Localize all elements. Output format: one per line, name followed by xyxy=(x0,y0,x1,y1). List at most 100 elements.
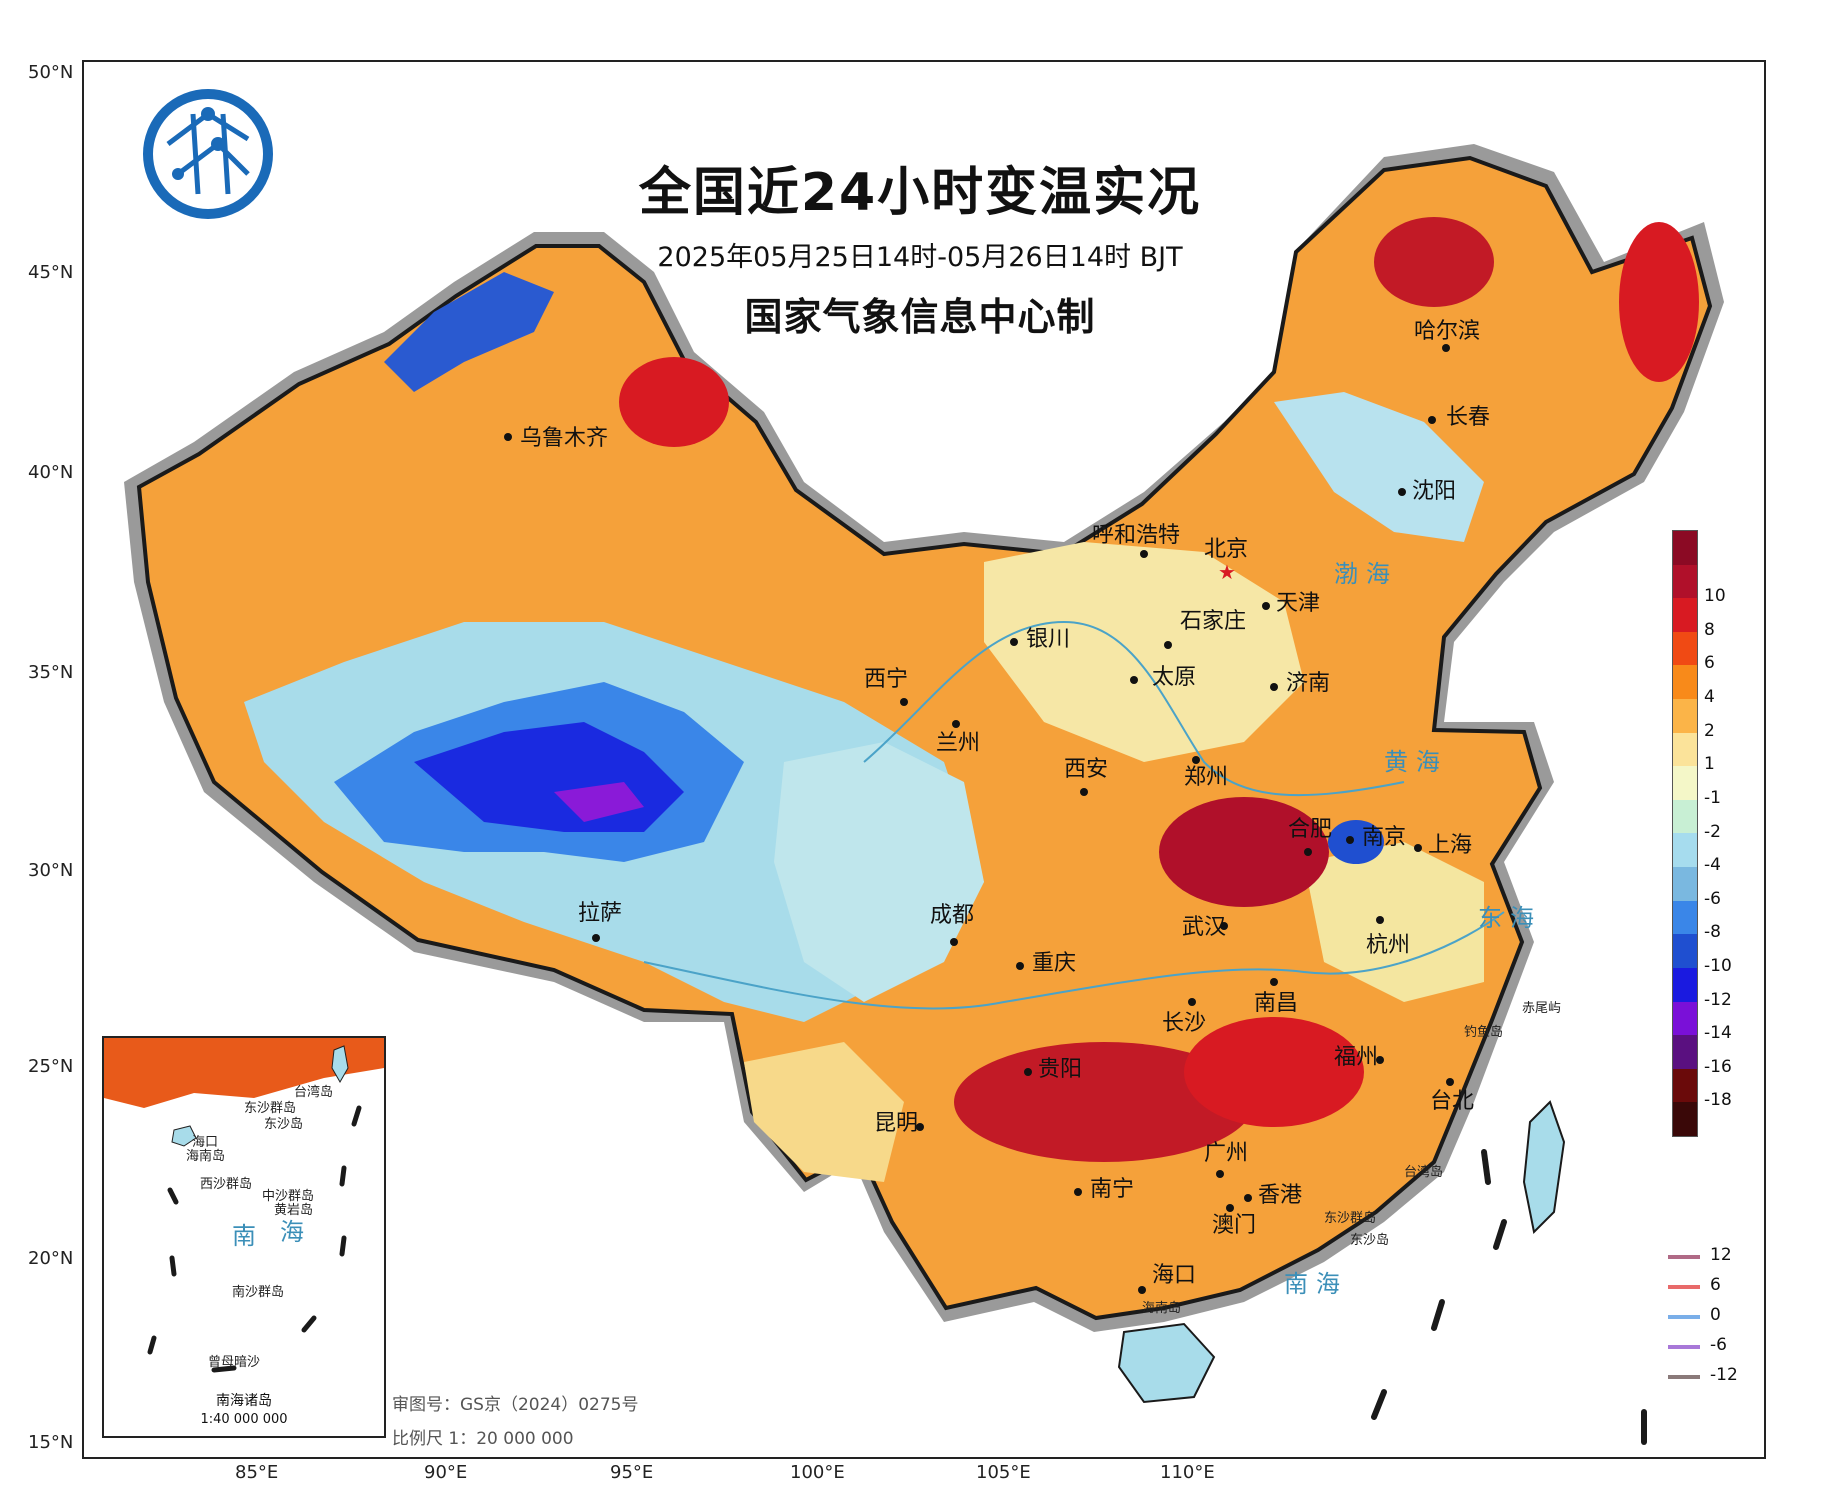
city-marker-hongkong: 香港 xyxy=(1244,1183,1302,1208)
city-label-lhasa: 拉萨 xyxy=(578,901,622,926)
northeast-cool-zone xyxy=(1274,392,1484,542)
city-marker-nanning: 南宁 xyxy=(1074,1177,1134,1202)
heilongjiang-hotspot xyxy=(1374,217,1494,307)
heilongjiang-east-hotspot xyxy=(1619,222,1699,382)
city-label-hohhot: 呼和浩特 xyxy=(1092,523,1180,548)
colorbar-tick-label: 8 xyxy=(1704,619,1715,640)
city-marker-xian: 西安 xyxy=(1064,757,1108,796)
city-label-wuhan: 武汉 xyxy=(1182,915,1226,940)
sea-label-nanhai: 南海 xyxy=(1284,1270,1348,1298)
sea-label-huanghai: 黄海 xyxy=(1384,748,1448,776)
inset-label-huangyan: 黄岩岛 xyxy=(274,1202,313,1218)
city-marker-jinan: 济南 xyxy=(1270,671,1330,696)
sea-label-bohai-1: 渤海 xyxy=(1334,560,1398,588)
city-label-fuzhou: 福州 xyxy=(1334,1045,1378,1070)
city-marker-yinchuan: 银川 xyxy=(1010,627,1070,652)
city-marker-fuzhou: 福州 xyxy=(1334,1045,1384,1070)
contour-swatch xyxy=(1668,1285,1700,1289)
colorbar-tick-label: -1 xyxy=(1704,787,1721,808)
city-label-taiyuan: 太原 xyxy=(1152,665,1196,690)
city-label-chongqing: 重庆 xyxy=(1032,951,1076,976)
lon-label-95: 95°E xyxy=(610,1462,654,1483)
inset-label-taiwan: 台湾岛 xyxy=(294,1084,333,1100)
colorbar-segment xyxy=(1673,1102,1697,1136)
inset-label-nansha: 南沙群岛 xyxy=(232,1284,284,1300)
city-label-changchun: 长春 xyxy=(1446,405,1490,430)
colorbar-tick-label: -10 xyxy=(1704,955,1732,976)
jianghuai-light-zone xyxy=(1304,842,1484,1002)
city-label-tianjin: 天津 xyxy=(1276,591,1320,616)
inset-label-dongsha-qundao: 东沙群岛 xyxy=(244,1100,296,1116)
cma-logo-icon xyxy=(143,89,273,219)
colorbar-segment xyxy=(1673,598,1697,632)
city-marker-macau: 澳门 xyxy=(1212,1204,1256,1238)
colorbar-tick-label: -16 xyxy=(1704,1056,1732,1077)
city-label-xian: 西安 xyxy=(1064,757,1108,782)
city-marker-zhengzhou: 郑州 xyxy=(1184,756,1228,790)
colorbar-labels: 10 8 6 4 2 1 -1 -2 -4 -6 -8 -10 -12 -14 -16 -18 xyxy=(1704,530,1764,1135)
city-marker-changchun: 长春 xyxy=(1428,405,1490,430)
inset-label-hai: 海 xyxy=(280,1218,312,1246)
map-title: 全国近24小时变温实况 xyxy=(638,163,1202,223)
xinjiang-hotspot xyxy=(619,357,729,447)
city-marker-urumqi: 乌鲁木齐 xyxy=(504,426,608,451)
lon-label-110: 110°E xyxy=(1160,1462,1215,1483)
contour-legend-label: 6 xyxy=(1710,1275,1721,1295)
inset-label-zhongsha: 中沙群岛 xyxy=(262,1188,314,1204)
city-marker-guiyang: 贵阳 xyxy=(1024,1057,1082,1082)
city-label-changsha: 长沙 xyxy=(1162,1011,1206,1036)
contour-swatch xyxy=(1668,1255,1700,1259)
colorbar-tick-label: -2 xyxy=(1704,821,1721,842)
contour-legend-row: 0 xyxy=(1668,1305,1778,1327)
city-label-macau: 澳门 xyxy=(1212,1213,1256,1238)
colorbar-tick-label: -6 xyxy=(1704,888,1721,909)
city-marker-hangzhou: 杭州 xyxy=(1366,916,1410,958)
city-marker-harbin: 哈尔滨 xyxy=(1414,319,1480,352)
city-marker-kunming: 昆明 xyxy=(874,1111,924,1136)
lat-label-35: 35°N xyxy=(28,662,74,683)
colorbar-segment xyxy=(1673,867,1697,901)
city-marker-chengdu: 成都 xyxy=(930,903,974,946)
city-marker-hohhot: 呼和浩特 xyxy=(1092,523,1180,558)
contour-legend-row: -6 xyxy=(1668,1335,1778,1357)
city-label-nanning: 南宁 xyxy=(1090,1177,1134,1202)
colorbar-tick-label: 10 xyxy=(1704,586,1726,607)
approval-number: 审图号：GS京（2024）0275号 xyxy=(392,1395,639,1415)
city-label-hangzhou: 杭州 xyxy=(1366,933,1410,958)
yunnan-light-zone xyxy=(744,1042,904,1182)
colorbar-segment xyxy=(1673,699,1697,733)
city-label-kunming: 昆明 xyxy=(874,1111,918,1136)
hainan-island xyxy=(1117,1322,1216,1404)
city-marker-nanjing: 南京 xyxy=(1346,825,1406,850)
inset-taiwan xyxy=(331,1045,349,1084)
north-china-light-zone xyxy=(984,542,1304,762)
city-label-shenyang: 沈阳 xyxy=(1412,479,1456,504)
colorbar-tick-label: -14 xyxy=(1704,1023,1732,1044)
city-label-zhengzhou: 郑州 xyxy=(1184,765,1228,790)
sichuan-cool-zone xyxy=(774,742,984,1002)
colorbar-tick-label: 4 xyxy=(1704,687,1715,708)
title-block: 全国近24小时变温实况 2025年05月25日14时-05月26日14时 BJT… xyxy=(600,150,1240,341)
inset-title: 南海诸岛 xyxy=(216,1393,272,1409)
contour-legend-label: -12 xyxy=(1710,1365,1738,1385)
colorbar-segment xyxy=(1673,967,1697,1002)
city-marker-changsha: 长沙 xyxy=(1162,998,1206,1036)
colorbar-tick-label: -18 xyxy=(1704,1090,1732,1111)
city-marker-taiyuan: 太原 xyxy=(1130,665,1196,690)
xinjiang-blue-north xyxy=(384,272,554,392)
colorbar-segment xyxy=(1673,631,1697,666)
colorbar xyxy=(1672,530,1698,1137)
city-marker-wuhan: 武汉 xyxy=(1182,915,1228,940)
colorbar-tick-label: -12 xyxy=(1704,989,1732,1010)
city-label-urumqi: 乌鲁木齐 xyxy=(520,426,608,451)
lat-label-25: 25°N xyxy=(28,1056,74,1077)
zhengzhou-hotspot xyxy=(1159,797,1329,907)
lat-label-15: 15°N xyxy=(28,1432,74,1453)
colorbar-segment xyxy=(1673,1068,1697,1103)
colorbar-segment xyxy=(1673,934,1697,968)
city-label-haikou: 海口 xyxy=(1152,1263,1196,1288)
city-marker-guangzhou: 广州 xyxy=(1204,1141,1248,1178)
city-label-shanghai: 上海 xyxy=(1428,833,1472,858)
city-label-chengdu: 成都 xyxy=(930,903,974,928)
yellow-river xyxy=(863,620,1405,797)
